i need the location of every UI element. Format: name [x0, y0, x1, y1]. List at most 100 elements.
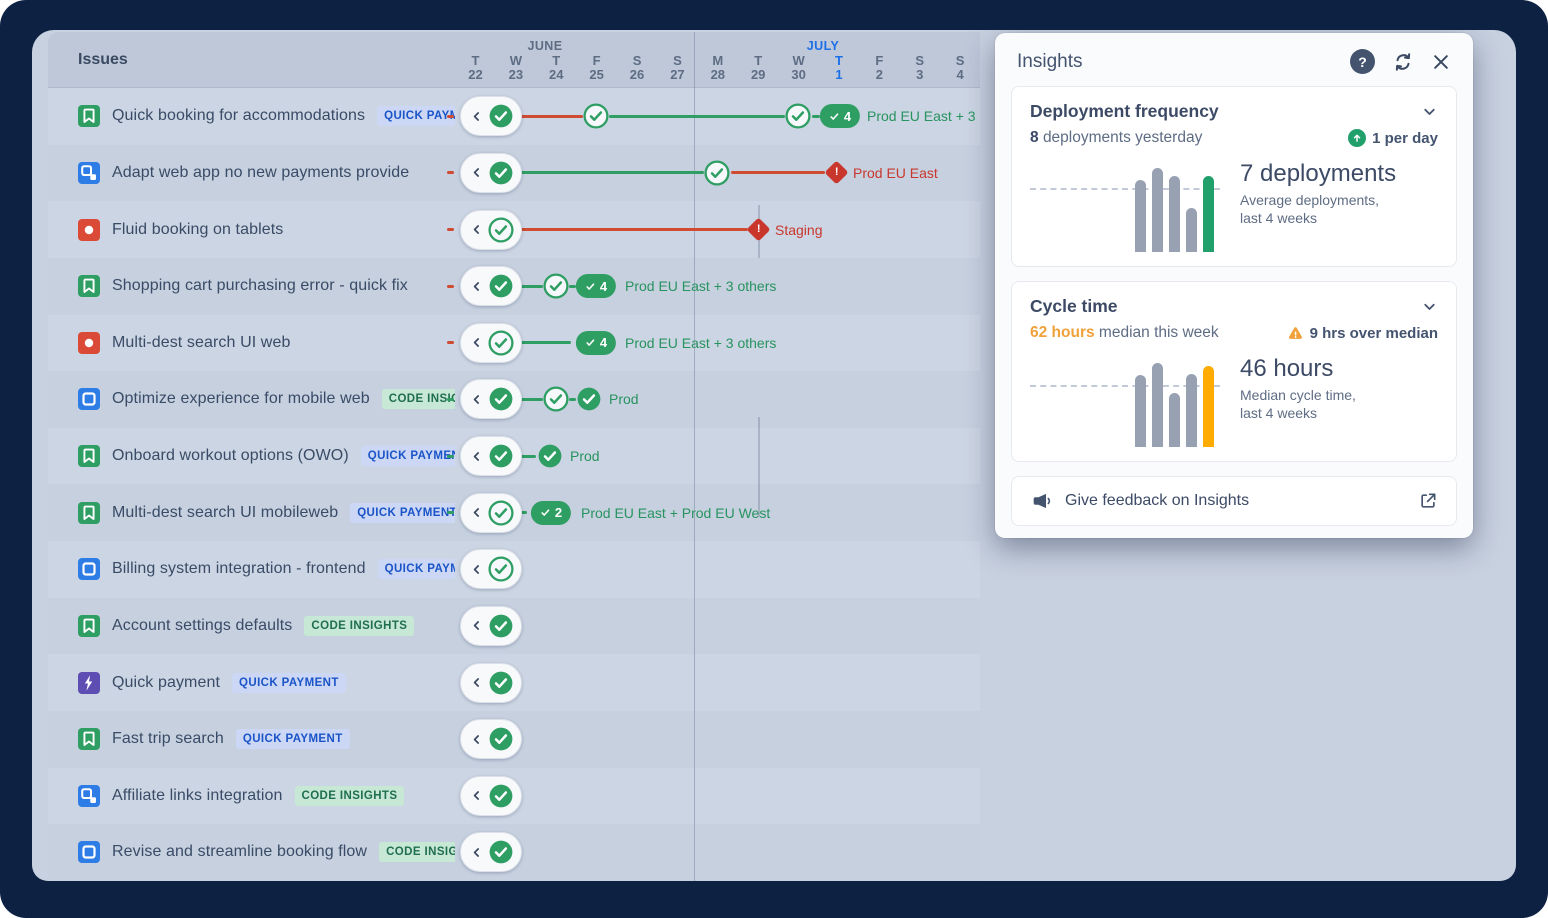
deployment-failed-icon[interactable]: !	[823, 160, 849, 185]
deployment-count-badge[interactable]: 4	[819, 104, 861, 129]
bolt-icon	[78, 671, 100, 694]
issue-rows: Quick booking for accommodations QUICK PA…	[48, 88, 980, 881]
average-line	[1030, 188, 1220, 190]
status-check-icon	[488, 839, 514, 865]
timeline-segment	[519, 228, 748, 232]
timeline-expand-pill[interactable]	[460, 662, 522, 703]
status-check-icon	[488, 386, 514, 412]
timeline-lead-dash	[447, 284, 454, 288]
deployment-count-badge[interactable]: 4	[575, 274, 617, 299]
subtask-icon	[78, 784, 100, 807]
deployment-check-icon[interactable]	[576, 386, 602, 412]
timeline-cell: 4 Prod EU East + 3 others	[455, 258, 980, 315]
megaphone-icon	[1033, 493, 1051, 509]
timeline-expand-pill[interactable]	[460, 322, 522, 363]
issue-row[interactable]: Revise and streamline booking flow CODE I…	[48, 824, 980, 881]
status-check-icon	[488, 443, 514, 469]
timeline-expand-pill[interactable]	[460, 775, 522, 816]
cycle-time-median-value: 46 hours	[1240, 355, 1334, 382]
chevron-down-icon[interactable]	[1421, 103, 1438, 120]
story-icon	[78, 275, 100, 298]
issue-row[interactable]: Onboard workout options (OWO) QUICK PAYME…	[48, 427, 980, 485]
status-check-icon	[488, 217, 514, 243]
issue-row[interactable]: Billing system integration - frontend QUI…	[48, 541, 980, 598]
deployment-count-badge[interactable]: 2	[530, 500, 572, 525]
issue-row[interactable]: Affiliate links integration CODE INSIGHTS	[48, 767, 980, 825]
timeline-cell: 4 Prod EU East + 3 others	[455, 315, 980, 372]
deployment-failed-icon[interactable]: !	[745, 217, 771, 242]
issue-cell: Shopping cart purchasing error - quick f…	[48, 258, 455, 315]
issue-row[interactable]: Shopping cart purchasing error - quick f…	[48, 257, 980, 315]
issue-row[interactable]: Fluid booking on tablets! Staging	[48, 201, 980, 258]
status-check-icon	[488, 160, 514, 186]
issue-cell: Onboard workout options (OWO) QUICK PAYME…	[48, 428, 455, 485]
issue-row[interactable]: Multi-dest search UI web 4 Prod EU East + …	[48, 314, 980, 372]
deployment-check-icon[interactable]	[537, 443, 563, 469]
deployment-check-icon[interactable]	[543, 273, 569, 299]
timeline-expand-pill[interactable]	[460, 266, 522, 307]
deployment-count-badge[interactable]: 4	[575, 330, 617, 355]
issue-cell: Account settings defaults CODE INSIGHTS	[48, 598, 455, 655]
status-check-icon	[488, 103, 514, 129]
timeline-expand-pill[interactable]	[460, 549, 522, 590]
cycle-time-chart	[1030, 355, 1226, 447]
timeline-expand-pill[interactable]	[460, 96, 522, 137]
status-check-icon	[488, 726, 514, 752]
day-header: F 25	[589, 53, 604, 82]
refresh-icon[interactable]	[1392, 51, 1414, 73]
issue-title: Revise and streamline booking flow	[112, 843, 368, 861]
issue-cell: Fluid booking on tablets	[48, 201, 455, 258]
timeline-expand-pill[interactable]	[460, 719, 522, 760]
help-icon[interactable]: ?	[1350, 49, 1375, 74]
timeline-expand-pill[interactable]	[460, 379, 522, 420]
environment-label: Staging	[775, 221, 823, 238]
timeline-expand-pill[interactable]	[460, 832, 522, 873]
chevron-down-icon[interactable]	[1421, 298, 1438, 315]
issue-row[interactable]: Multi-dest search UI mobileweb QUICK PAYM…	[48, 484, 980, 541]
issue-row[interactable]: Quick payment QUICK PAYMENT	[48, 654, 980, 711]
timeline-lead-dash	[447, 228, 454, 232]
timeline-expand-pill[interactable]	[460, 152, 522, 193]
issue-row[interactable]: Account settings defaults CODE INSIGHTS	[48, 597, 980, 655]
issues-column-title: Issues	[78, 50, 128, 68]
timeline-segment	[519, 171, 704, 175]
timeline-expand-pill[interactable]	[460, 436, 522, 477]
timeline-cell: ! Prod EU East	[455, 145, 980, 202]
story-icon	[78, 728, 100, 751]
issue-row[interactable]: Adapt web app no new payments provide! Pr…	[48, 144, 980, 202]
timeline-expand-pill[interactable]	[460, 209, 522, 250]
environment-label: Prod EU East + 3 others	[625, 278, 777, 295]
timeline-segment	[569, 397, 576, 401]
day-header: T 24	[549, 53, 564, 82]
timeline-expand-pill[interactable]	[460, 492, 522, 533]
external-link-icon[interactable]	[1418, 491, 1438, 511]
timeline-expand-pill[interactable]	[460, 605, 522, 646]
give-feedback-button[interactable]: Give feedback on Insights	[1011, 476, 1457, 526]
environment-label: Prod EU East + Prod EU West	[581, 504, 771, 521]
close-icon[interactable]	[1431, 52, 1451, 72]
trend-up-icon	[1348, 129, 1367, 147]
issue-title: Multi-dest search UI mobileweb	[112, 503, 339, 521]
deployment-check-icon[interactable]	[785, 103, 811, 129]
deployment-frequency-card: Deployment frequency 8 deployments yeste…	[1011, 86, 1457, 267]
warning-icon	[1288, 326, 1302, 339]
deployment-check-icon[interactable]	[543, 386, 569, 412]
timeline-lead-dash	[447, 397, 454, 401]
issue-badge: QUICK PAYMENT	[232, 672, 346, 693]
issue-cell: Quick booking for accommodations QUICK PA…	[48, 88, 455, 145]
timeline-body: Quick booking for accommodations QUICK PA…	[48, 88, 980, 881]
timeline-segment	[519, 114, 583, 118]
timeline-table: Issues JUNE JULY T 22 W 23 T 24 F 25 S 26 S 27 M 28 T 2…	[48, 32, 980, 881]
status-check-icon	[488, 273, 514, 299]
deployment-check-icon[interactable]	[583, 103, 609, 129]
issue-row[interactable]: Quick booking for accommodations QUICK PA…	[48, 88, 980, 145]
issue-row[interactable]: Fast trip search QUICK PAYMENT	[48, 710, 980, 768]
task-icon	[78, 558, 100, 581]
timeline-cell	[455, 598, 980, 655]
deployment-check-icon[interactable]	[704, 160, 730, 186]
issue-row[interactable]: Optimize experience for mobile web CODE I…	[48, 371, 980, 428]
story-icon	[78, 501, 100, 524]
status-check-icon	[488, 556, 514, 582]
issue-cell: Adapt web app no new payments provide	[48, 145, 455, 202]
